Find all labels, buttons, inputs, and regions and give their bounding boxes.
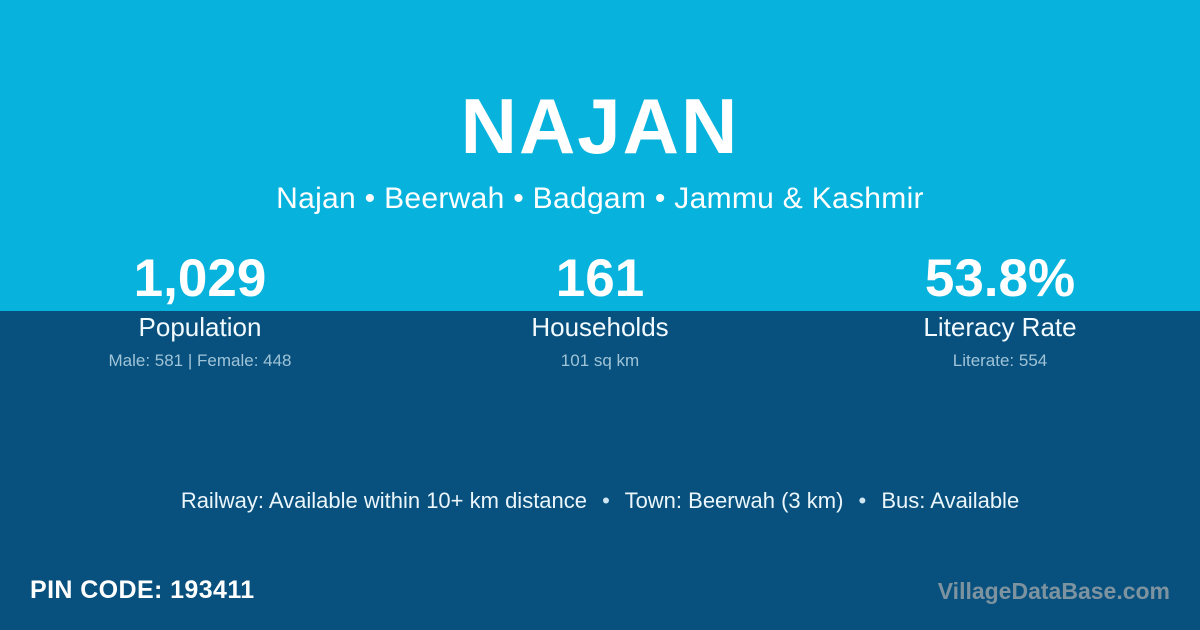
stat-households-label: Households [531,312,669,342]
stat-households-sub: 101 sq km [560,351,640,370]
stat-population: 1,029 Population Male: 581 | Female: 448 [0,248,400,371]
pin-code: PIN CODE: 193411 [30,576,255,604]
stat-population-value: 1,029 [133,249,267,308]
stat-households: 161 Households 101 sq km [400,248,800,371]
stat-literacy-rate-sub: Literate: 554 [952,351,1048,370]
amenity-town: Town: Beerwah (3 km) [624,488,844,513]
amenities-line: Railway: Available within 10+ km distanc… [0,487,1200,515]
stat-literacy-rate-label: Literacy Rate [923,312,1077,342]
card-footer: PIN CODE: 193411 VillageDataBase.com [0,573,1200,613]
top-color-band [0,0,1200,311]
stat-households-value: 161 [555,249,645,308]
stat-population-sub: Male: 581 | Female: 448 [108,351,292,370]
amenity-bus: Bus: Available [881,488,1020,513]
stat-literacy-rate: 53.8% Literacy Rate Literate: 554 [800,248,1200,371]
amenity-separator-icon: • [602,488,610,513]
bottom-color-band [0,311,1200,630]
amenity-separator-icon: • [858,488,867,513]
amenity-railway: Railway: Available within 10+ km distanc… [180,488,588,513]
stat-population-label: Population [138,312,262,342]
breadcrumb: Najan • Beerwah • Badgam • Jammu & Kashm… [276,182,924,215]
brand-watermark: VillageDataBase.com [937,578,1170,604]
page-title: NAJAN [460,82,740,170]
stats-row: 1,029 Population Male: 581 | Female: 448… [0,248,1200,371]
stat-literacy-rate-value: 53.8% [924,249,1076,308]
